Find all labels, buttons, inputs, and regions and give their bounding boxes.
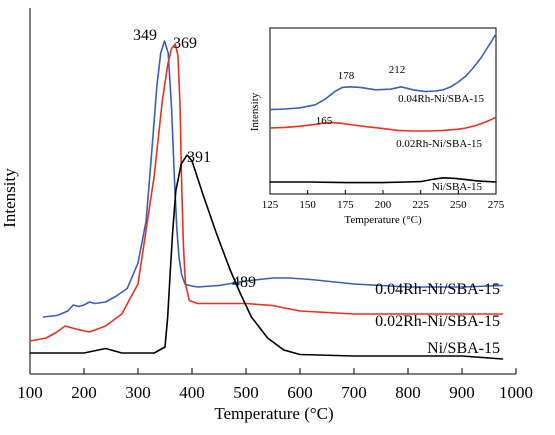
main-x-tick-label-700: 700 bbox=[341, 383, 367, 402]
main-series-line-3 bbox=[29, 154, 504, 360]
main-series-line-1 bbox=[42, 40, 504, 318]
main-x-tick-label-1000: 1000 bbox=[499, 383, 533, 402]
inset-peak-label-212: 212 bbox=[389, 64, 406, 76]
main-series-lines bbox=[29, 40, 504, 360]
main-x-tick-label-100: 100 bbox=[17, 383, 43, 402]
main-x-tick-label-300: 300 bbox=[125, 383, 151, 402]
inset-series-line-1 bbox=[269, 33, 497, 111]
inset-series-line-2 bbox=[269, 116, 497, 132]
main-series-line-2 bbox=[29, 43, 504, 342]
peak-label-369: 369 bbox=[173, 35, 197, 52]
series-label-ni: Ni/SBA-15 bbox=[427, 340, 500, 357]
inset-peak-label-178: 178 bbox=[338, 70, 355, 82]
inset-series-line-3 bbox=[269, 177, 497, 184]
inset-chart: 125 150 175 200 225 250 275 Intensity Temperat… bbox=[249, 27, 505, 226]
inset-series-label-0.04rh: 0.04Rh-Ni/SBA-15 bbox=[398, 93, 484, 105]
main-x-tick-label-400: 400 bbox=[179, 383, 205, 402]
inset-x-ticks: 125 150 175 200 225 250 275 bbox=[262, 190, 505, 211]
inset-series-label-0.02rh: 0.02Rh-Ni/SBA-15 bbox=[396, 138, 482, 150]
main-x-tick-label-500: 500 bbox=[233, 383, 259, 402]
main-x-tick-label-600: 600 bbox=[287, 383, 313, 402]
inset-x-tick-label-150: 150 bbox=[299, 199, 316, 211]
peak-label-489: 489 bbox=[232, 274, 256, 291]
inset-peak-label-165: 165 bbox=[316, 115, 333, 127]
inset-x-tick-label-250: 250 bbox=[450, 199, 467, 211]
inset-series-lines bbox=[269, 33, 497, 184]
main-y-axis-title: Intensity bbox=[0, 168, 19, 228]
series-label-0.04rh: 0.04Rh-Ni/SBA-15 bbox=[375, 281, 500, 298]
main-x-ticks: 100 200 300 400 500 600 700 800 900 1000 bbox=[17, 368, 533, 402]
main-x-axis-title: Temperature (°C) bbox=[214, 404, 333, 423]
main-x-tick-label-200: 200 bbox=[71, 383, 97, 402]
inset-frame bbox=[269, 27, 497, 195]
inset-y-axis-title: Intensity bbox=[249, 92, 261, 131]
inset-x-tick-label-175: 175 bbox=[337, 199, 354, 211]
inset-x-tick-label-225: 225 bbox=[412, 199, 429, 211]
series-label-0.02rh: 0.02Rh-Ni/SBA-15 bbox=[375, 313, 500, 330]
peak-label-349: 349 bbox=[133, 27, 157, 44]
main-x-tick-label-800: 800 bbox=[395, 383, 421, 402]
inset-series-label-ni: Ni/SBA-15 bbox=[432, 181, 483, 193]
inset-x-axis-title: Temperature (°C) bbox=[344, 214, 422, 226]
main-x-tick-label-900: 900 bbox=[449, 383, 475, 402]
inset-x-tick-label-200: 200 bbox=[375, 199, 392, 211]
inset-x-tick-label-275: 275 bbox=[488, 199, 505, 211]
main-chart: 100 200 300 400 500 600 700 800 900 1000 Intensit… bbox=[0, 8, 533, 423]
inset-x-tick-label-125: 125 bbox=[262, 199, 279, 211]
peak-label-391: 391 bbox=[187, 149, 211, 166]
